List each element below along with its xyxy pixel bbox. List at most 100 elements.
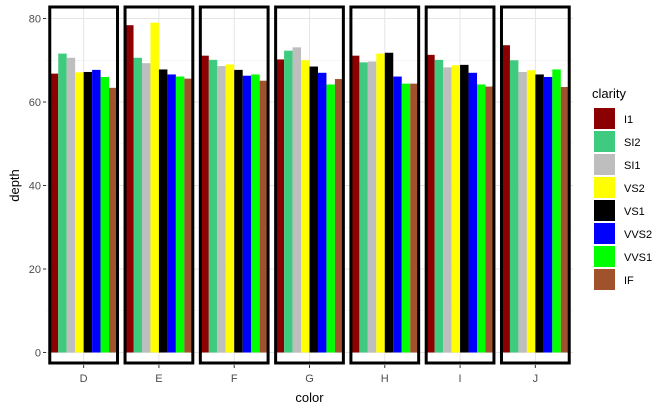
y-tick-label: 80 — [29, 14, 41, 26]
bar — [49, 73, 59, 353]
bar — [393, 76, 402, 353]
x-axis: D E F G H I J — [80, 365, 538, 385]
bar — [334, 79, 344, 353]
legend-key — [594, 108, 615, 129]
legend-label: IF — [624, 275, 634, 287]
x-axis-title: color — [295, 390, 324, 405]
bar — [451, 65, 461, 353]
x-tick-label: I — [459, 373, 462, 385]
legend-label: I1 — [624, 114, 633, 126]
x-tick-label: D — [80, 373, 88, 385]
legend-key — [594, 269, 615, 290]
bar-layer — [49, 22, 570, 353]
bar — [434, 59, 444, 353]
y-tick-label: 0 — [35, 347, 41, 359]
bar — [251, 74, 260, 353]
bar — [367, 61, 377, 353]
bar — [100, 76, 110, 353]
bar — [301, 60, 310, 353]
group-highlight-box — [48, 5, 120, 365]
bar — [460, 64, 469, 353]
group-highlight-box — [123, 5, 195, 365]
bar — [543, 76, 553, 353]
y-axis: 0 20 40 60 80 — [29, 14, 46, 359]
group-highlight-box — [274, 5, 345, 365]
x-tick-label: F — [231, 373, 238, 385]
bar — [477, 84, 486, 353]
legend: clarity I1 SI2 SI1 VS2 VS1 VVS2 VVS1 IF — [592, 86, 652, 290]
y-tick-label: 60 — [29, 97, 41, 109]
bar — [225, 64, 235, 353]
x-tick-label: J — [533, 373, 539, 385]
bar — [426, 54, 435, 353]
bar — [83, 71, 93, 353]
y-tick-label: 40 — [29, 181, 41, 193]
legend-key — [594, 223, 615, 244]
bar — [184, 78, 193, 353]
bar — [275, 59, 285, 353]
x-tick-label: E — [155, 373, 162, 385]
bar — [552, 69, 561, 353]
legend-key — [594, 200, 615, 221]
group-highlight-box — [499, 5, 571, 365]
bar — [410, 83, 419, 353]
bar — [58, 53, 67, 353]
bar — [125, 25, 134, 353]
bar — [208, 59, 218, 353]
bar — [242, 75, 252, 353]
bar — [384, 52, 394, 353]
bar — [518, 71, 527, 353]
bar — [75, 72, 84, 353]
bar — [200, 55, 209, 353]
legend-label: VVS1 — [624, 252, 652, 264]
group-highlight-box — [424, 5, 496, 365]
legend-key — [594, 177, 615, 198]
bar — [133, 57, 142, 353]
bar — [376, 53, 385, 353]
bar — [468, 72, 478, 353]
legend-key — [594, 246, 615, 267]
bar — [317, 72, 327, 353]
bar — [526, 70, 536, 353]
bar — [92, 69, 101, 353]
x-tick-label: G — [305, 373, 314, 385]
bar — [485, 86, 494, 353]
group-highlight-box — [349, 5, 421, 365]
group-highlight-layer — [48, 5, 571, 365]
legend-items: I1 SI2 SI1 VS2 VS1 VVS2 VVS1 IF — [594, 108, 652, 290]
bar — [284, 50, 293, 353]
bar — [443, 67, 452, 353]
y-axis-title: depth — [7, 169, 22, 202]
bar — [259, 80, 269, 353]
x-tick-label: H — [381, 373, 389, 385]
bar — [326, 84, 335, 353]
bar — [141, 63, 151, 353]
bar — [350, 55, 360, 353]
legend-label: VS1 — [624, 206, 645, 218]
legend-key — [594, 131, 615, 152]
y-tick-label: 20 — [29, 264, 41, 276]
bar — [509, 60, 519, 353]
bar — [217, 66, 226, 353]
legend-label: SI2 — [624, 137, 641, 149]
bar — [309, 66, 318, 353]
bar — [167, 74, 176, 353]
bar — [401, 83, 411, 353]
group-highlight-box — [198, 5, 270, 365]
bar — [66, 57, 76, 353]
bar — [359, 62, 368, 353]
bar — [109, 87, 118, 353]
legend-label: VS2 — [624, 183, 645, 195]
bar — [501, 45, 510, 353]
bar — [292, 47, 302, 353]
bar — [175, 76, 185, 353]
bar — [158, 69, 168, 353]
legend-key — [594, 154, 615, 175]
bar — [234, 69, 243, 353]
bar — [560, 86, 570, 353]
bar — [535, 74, 544, 353]
legend-label: VVS2 — [624, 229, 652, 241]
legend-label: SI1 — [624, 160, 641, 172]
bar — [150, 22, 159, 353]
